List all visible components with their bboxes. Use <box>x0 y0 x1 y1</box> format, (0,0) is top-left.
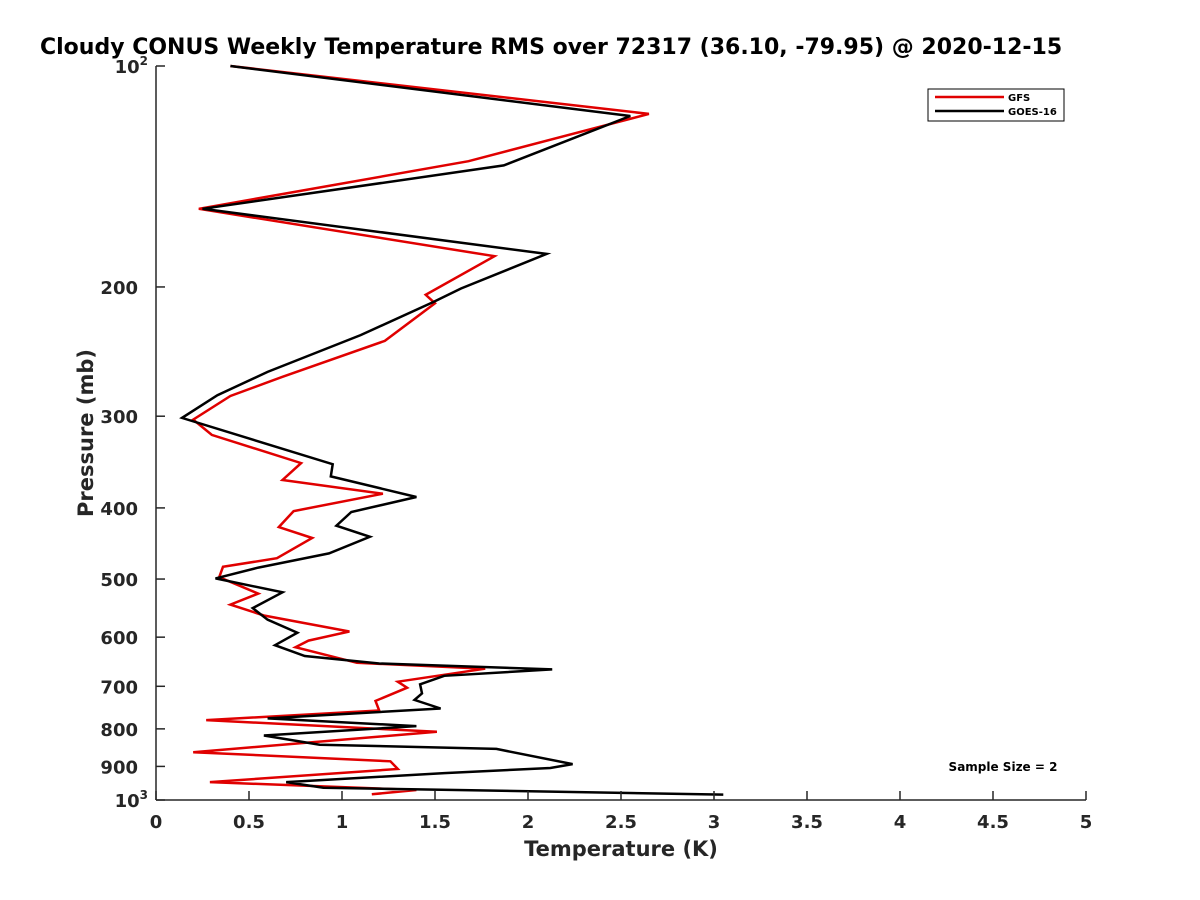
series-line-goes16 <box>179 64 724 796</box>
y-tick-label: 200 <box>100 278 138 299</box>
x-ticks: 0 0.5 1 1.5 2 2.5 3 3.5 4 4.5 5 <box>150 791 1093 833</box>
y-tick-label: 300 <box>100 407 138 428</box>
x-tick-label: 2 <box>522 812 535 833</box>
legend-box <box>927 88 1065 122</box>
y-tick-label: 900 <box>100 757 138 778</box>
plot-area: 0 0.5 1 1.5 2 2.5 3 3.5 4 4.5 5 102 200 300 400 500 600… <box>100 54 1092 833</box>
x-tick-label: 3 <box>708 812 721 833</box>
legend: GFS GOES-16 <box>927 88 1065 122</box>
x-tick-label: 3.5 <box>791 812 823 833</box>
x-tick-label: 4.5 <box>977 812 1009 833</box>
x-tick-label: 1.5 <box>419 812 451 833</box>
y-tick-label: 103 <box>115 788 148 812</box>
sample-size-annotation: Sample Size = 2 <box>949 760 1058 774</box>
x-tick-label: 2.5 <box>605 812 637 833</box>
x-tick-label: 0.5 <box>233 812 265 833</box>
y-ticks: 102 200 300 400 500 600 700 800 900 103 <box>100 54 165 812</box>
y-tick-label: 700 <box>100 677 138 698</box>
y-tick-label: 400 <box>100 499 138 520</box>
x-axis-label: Temperature (K) <box>524 837 718 861</box>
series-layer <box>179 64 724 796</box>
y-tick-label: 800 <box>100 720 138 741</box>
chart-title: Cloudy CONUS Weekly Temperature RMS over… <box>40 35 1062 60</box>
legend-label-gfs: GFS <box>1008 93 1030 104</box>
y-tick-label: 600 <box>100 628 138 649</box>
x-tick-label: 5 <box>1080 812 1093 833</box>
legend-label-goes16: GOES-16 <box>1008 107 1057 118</box>
x-tick-label: 1 <box>336 812 349 833</box>
y-tick-label: 500 <box>100 570 138 591</box>
y-axis-label: Pressure (mb) <box>74 349 98 517</box>
x-tick-label: 0 <box>150 812 163 833</box>
y-tick-label: 102 <box>115 54 148 78</box>
x-tick-label: 4 <box>894 812 907 833</box>
